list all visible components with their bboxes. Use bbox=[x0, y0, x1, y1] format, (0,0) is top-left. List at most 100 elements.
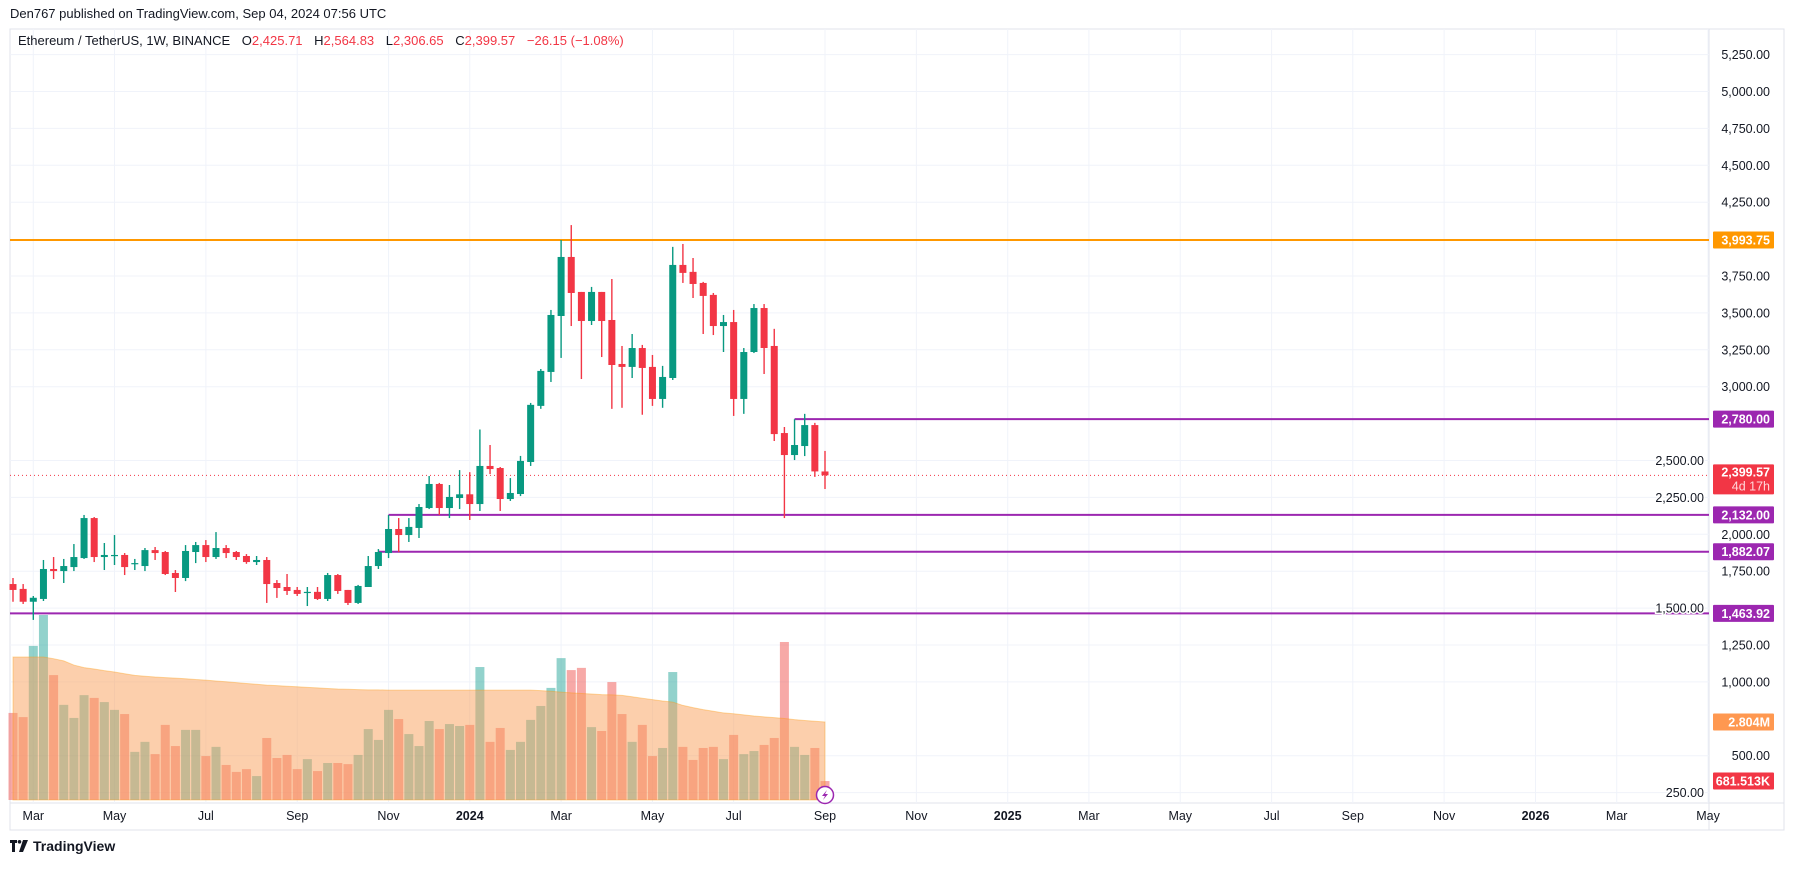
candle-down bbox=[638, 344, 646, 415]
tradingview-logo[interactable]: TradingView bbox=[10, 838, 115, 854]
price-line-label-text: 2,780.00 bbox=[1721, 413, 1770, 427]
candle-body bbox=[628, 348, 636, 367]
symbol-title[interactable]: Ethereum / TetherUS, 1W, BINANCE bbox=[18, 33, 231, 48]
candle-body bbox=[100, 554, 108, 558]
open-value: 2,425.71 bbox=[251, 33, 303, 48]
candle-up bbox=[669, 246, 677, 381]
horizontal-lines[interactable] bbox=[10, 239, 1709, 615]
time-tick-label: Jul bbox=[726, 809, 742, 823]
current-price-label-box bbox=[1713, 464, 1774, 495]
price-tick-label: 4,500.00 bbox=[1721, 159, 1770, 173]
candle-down bbox=[121, 553, 129, 576]
candle-up bbox=[659, 365, 667, 408]
candle-down bbox=[730, 309, 738, 416]
candle-down bbox=[344, 589, 352, 606]
published-by: Den767 published on TradingView.com, Sep… bbox=[10, 6, 387, 21]
candle-down bbox=[466, 472, 474, 520]
low-value: 2,306.65 bbox=[393, 33, 444, 48]
price-line-label: 2,780.00 bbox=[1713, 410, 1774, 428]
low-label: L bbox=[385, 33, 394, 48]
candle-body bbox=[821, 471, 829, 476]
price-axis[interactable]: 5,250.00 5,000.00 4,750.00 4,500.00 4,250.00… bbox=[1654, 48, 1770, 801]
candle-body bbox=[638, 348, 646, 368]
candle-down bbox=[709, 292, 717, 336]
time-axis[interactable]: Mar May Jul Sep Nov 2024 Mar May Jul Sep Nov 2025 Ma… bbox=[23, 809, 1721, 823]
symbol-legend: Ethereum / TetherUS, 1W, BINANCE O2,425.… bbox=[18, 33, 624, 48]
candle-body bbox=[669, 264, 677, 378]
candle-up bbox=[60, 558, 68, 584]
candle-body bbox=[801, 425, 809, 447]
price-tick-label: 2,500.00 bbox=[1655, 454, 1704, 468]
candle-body bbox=[385, 528, 393, 554]
candle-down bbox=[334, 574, 342, 594]
candle-down bbox=[811, 422, 819, 477]
price-tick-label: 3,750.00 bbox=[1721, 270, 1770, 284]
candle-body bbox=[689, 271, 697, 284]
volume-last-label: 681.513K bbox=[1713, 772, 1774, 790]
candle-up bbox=[131, 558, 139, 571]
candle-body bbox=[456, 494, 464, 498]
candle-body bbox=[547, 314, 555, 372]
candle-down bbox=[679, 243, 687, 283]
candle-up bbox=[354, 584, 362, 604]
price-tick-label: 3,000.00 bbox=[1721, 380, 1770, 394]
candle-body bbox=[598, 291, 606, 322]
candle-body bbox=[90, 518, 98, 558]
candle-down bbox=[699, 281, 707, 335]
candle-body bbox=[29, 597, 37, 602]
price-tick-label: 5,250.00 bbox=[1721, 48, 1770, 62]
candle-up bbox=[70, 544, 78, 572]
candle-up bbox=[425, 475, 433, 510]
candle-body bbox=[659, 376, 667, 399]
change-value: −26.15 (−1.08%) bbox=[526, 33, 624, 48]
time-tick-label: 2026 bbox=[1522, 809, 1550, 823]
candle-body bbox=[242, 555, 250, 563]
lightning-icon[interactable] bbox=[815, 785, 835, 805]
time-tick-label: 2024 bbox=[456, 809, 484, 823]
candle-down bbox=[263, 557, 271, 603]
candle-body bbox=[50, 568, 58, 572]
price-line-label-box bbox=[1713, 543, 1774, 561]
candle-body bbox=[527, 404, 535, 462]
candle-down bbox=[395, 518, 403, 553]
grid bbox=[9, 28, 1785, 831]
candle-body bbox=[283, 586, 291, 591]
candle-down bbox=[90, 517, 98, 563]
time-tick-label: May bbox=[103, 809, 127, 823]
candle-body bbox=[222, 548, 230, 554]
candle-body bbox=[334, 575, 342, 591]
candle-down bbox=[567, 225, 575, 327]
candle-body bbox=[354, 585, 362, 603]
candle-down bbox=[232, 550, 240, 560]
candle-down bbox=[821, 450, 829, 490]
time-tick-label: Jul bbox=[198, 809, 214, 823]
candle-up bbox=[628, 334, 636, 378]
price-tick-label: 4,250.00 bbox=[1721, 196, 1770, 210]
candle-up bbox=[324, 572, 332, 602]
time-tick-label: 2025 bbox=[994, 809, 1022, 823]
candle-up bbox=[750, 304, 758, 354]
candle-up bbox=[385, 514, 393, 559]
candle-body bbox=[780, 433, 788, 456]
candle-body bbox=[273, 583, 281, 589]
candle-body bbox=[263, 559, 271, 585]
candle-body bbox=[121, 554, 129, 568]
candle-up bbox=[192, 541, 200, 564]
candle-body bbox=[151, 550, 159, 554]
candle-body bbox=[9, 584, 17, 590]
price-line-label-text: 3,993.75 bbox=[1721, 234, 1770, 248]
price-tick-label: 2,000.00 bbox=[1721, 528, 1770, 542]
candle-up bbox=[364, 555, 372, 587]
candle-body bbox=[425, 483, 433, 509]
candle-body bbox=[141, 550, 149, 567]
price-tick-label: 250.00 bbox=[1666, 786, 1704, 800]
candle-body bbox=[192, 545, 200, 553]
candle-body bbox=[171, 572, 179, 578]
candle-up bbox=[517, 455, 524, 497]
price-tick-label: 2,250.00 bbox=[1655, 491, 1704, 505]
time-tick-label: Sep bbox=[286, 809, 308, 823]
candle-up bbox=[212, 532, 220, 559]
time-tick-label: Jul bbox=[1264, 809, 1280, 823]
price-tick-label: 1,250.00 bbox=[1721, 639, 1770, 653]
